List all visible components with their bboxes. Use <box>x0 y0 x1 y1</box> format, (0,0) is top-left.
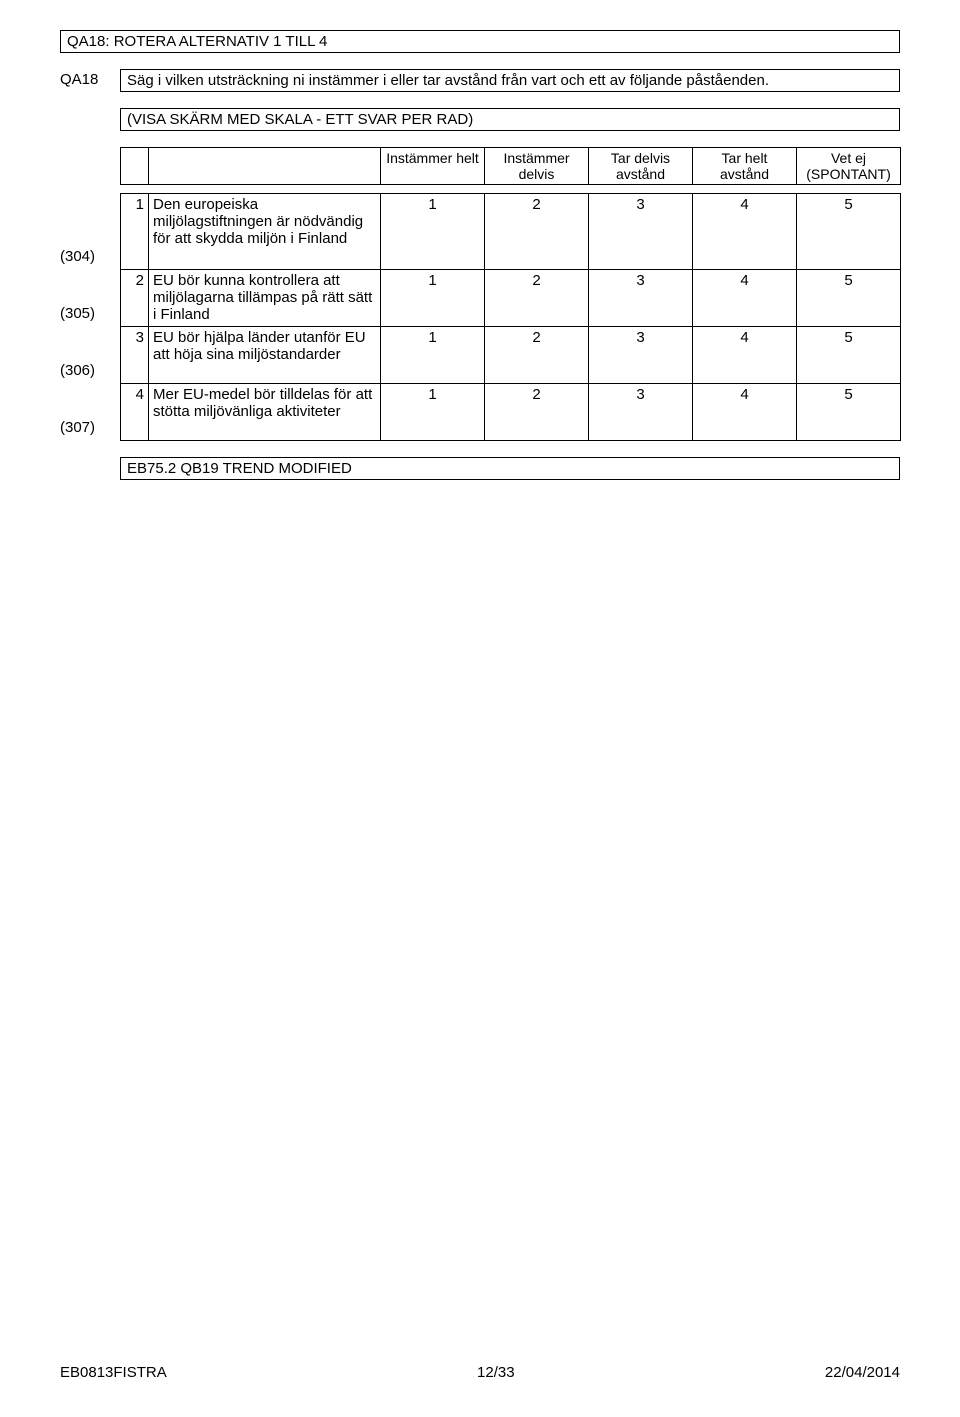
footer-right: 22/04/2014 <box>825 1364 900 1381</box>
value-cell: 1 <box>381 194 485 270</box>
header-blank-2 <box>149 148 381 185</box>
page-footer: EB0813FISTRA 12/33 22/04/2014 <box>60 1364 900 1381</box>
value-cell: 4 <box>693 327 797 384</box>
statement-cell: Den europeiska miljölagstiftningen är nö… <box>149 194 381 270</box>
row-id: (307) <box>60 419 95 436</box>
value-cell: 4 <box>693 194 797 270</box>
table-row: 4 Mer EU-medel bör tilldelas för att stö… <box>121 384 901 441</box>
value-cell: 2 <box>485 194 589 270</box>
table-row: 1 Den europeiska miljölagstiftningen är … <box>121 194 901 270</box>
value-cell: 1 <box>381 270 485 327</box>
table-row: 3 EU bör hjälpa länder utanför EU att hö… <box>121 327 901 384</box>
table-row: 2 EU bör kunna kontrollera att miljölaga… <box>121 270 901 327</box>
value-cell: 1 <box>381 384 485 441</box>
source-box: EB75.2 QB19 TREND MODIFIED <box>120 457 900 480</box>
value-cell: 5 <box>797 327 901 384</box>
title-text: QA18: ROTERA ALTERNATIV 1 TILL 4 <box>67 33 327 50</box>
question-text: Säg i vilken utsträckning ni instämmer i… <box>127 72 769 89</box>
footer-center: 12/33 <box>477 1364 515 1381</box>
row-number: 4 <box>121 384 149 441</box>
value-cell: 5 <box>797 194 901 270</box>
value-cell: 2 <box>485 270 589 327</box>
statements-table: 1 Den europeiska miljölagstiftningen är … <box>120 193 901 441</box>
scale-header-1: Instämmer helt <box>381 148 485 185</box>
row-number: 2 <box>121 270 149 327</box>
statement-cell: EU bör hjälpa länder utanför EU att höja… <box>149 327 381 384</box>
value-cell: 3 <box>589 384 693 441</box>
value-cell: 5 <box>797 384 901 441</box>
value-cell: 5 <box>797 270 901 327</box>
value-cell: 4 <box>693 384 797 441</box>
statement-cell: EU bör kunna kontrollera att miljölagarn… <box>149 270 381 327</box>
row-id: (304) <box>60 248 95 265</box>
question-text-box: Säg i vilken utsträckning ni instämmer i… <box>120 69 900 92</box>
source-text: EB75.2 QB19 TREND MODIFIED <box>127 460 352 477</box>
value-cell: 4 <box>693 270 797 327</box>
title-box: QA18: ROTERA ALTERNATIV 1 TILL 4 <box>60 30 900 53</box>
scale-header-3: Tar delvis avstånd <box>589 148 693 185</box>
value-cell: 3 <box>589 194 693 270</box>
row-id: (306) <box>60 362 95 379</box>
row-id-column: (304) (305) (306) (307) <box>60 193 120 441</box>
scale-header-5: Vet ej (SPONTANT) <box>797 148 901 185</box>
spacer <box>60 108 120 131</box>
value-cell: 1 <box>381 327 485 384</box>
spacer <box>60 457 120 480</box>
instruction-box: (VISA SKÄRM MED SKALA - ETT SVAR PER RAD… <box>120 108 900 131</box>
header-blank-1 <box>121 148 149 185</box>
scale-header-4: Tar helt avstånd <box>693 148 797 185</box>
row-number: 1 <box>121 194 149 270</box>
row-id: (305) <box>60 305 95 322</box>
row-number: 3 <box>121 327 149 384</box>
value-cell: 3 <box>589 327 693 384</box>
footer-left: EB0813FISTRA <box>60 1364 167 1381</box>
value-cell: 2 <box>485 384 589 441</box>
scale-header-table: Instämmer helt Instämmer delvis Tar delv… <box>120 147 901 185</box>
value-cell: 2 <box>485 327 589 384</box>
question-code: QA18 <box>60 69 120 92</box>
instruction-text: (VISA SKÄRM MED SKALA - ETT SVAR PER RAD… <box>127 111 473 128</box>
statement-cell: Mer EU-medel bör tilldelas för att stött… <box>149 384 381 441</box>
scale-header-2: Instämmer delvis <box>485 148 589 185</box>
value-cell: 3 <box>589 270 693 327</box>
